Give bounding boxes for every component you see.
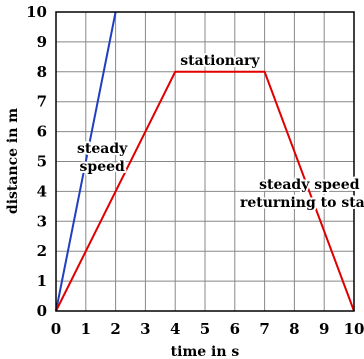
annotation-text: stationary — [180, 53, 260, 69]
annotation-text: steady speed — [259, 177, 360, 193]
y-tick-label: 4 — [37, 182, 47, 200]
y-tick-label: 0 — [37, 302, 47, 320]
series-line-2 — [55, 70, 355, 312]
y-tick-label: 8 — [37, 63, 47, 81]
y-axis-label: distance in m — [5, 108, 21, 214]
y-tick-label: 2 — [37, 242, 47, 260]
y-tick-label: 7 — [37, 93, 47, 111]
annotation-halo: returning to start — [240, 195, 364, 211]
plot-frame — [55, 11, 355, 312]
annotation-text: steady — [77, 141, 128, 157]
x-tick-label: 2 — [110, 320, 120, 338]
x-axis-label: time in s — [171, 344, 240, 359]
y-tick-label: 3 — [37, 212, 47, 230]
x-tick-label: 9 — [319, 320, 329, 338]
tick-labels: 0 1 2 3 4 5 6 7 8 9 10 0 1 2 3 4 5 6 7 8 9 10 — [26, 3, 364, 338]
annotation-halo: steady speed — [259, 177, 360, 193]
annotation-halo: speed — [80, 159, 125, 175]
annotation-text: speed — [80, 159, 125, 175]
series-lines — [55, 11, 355, 312]
x-tick-label: 0 — [51, 320, 61, 338]
y-tick-label: 10 — [26, 3, 47, 21]
annotation-halo: steady — [77, 141, 128, 157]
x-tick-label: 4 — [170, 320, 180, 338]
series-line-1 — [55, 11, 117, 312]
y-tick-label: 1 — [37, 272, 47, 290]
x-tick-label: 1 — [81, 320, 91, 338]
annotations: steadysteadyspeedspeedstationarystationa… — [75, 51, 364, 213]
y-tick-label: 5 — [37, 153, 47, 171]
x-tick-label: 3 — [140, 320, 150, 338]
x-tick-label: 8 — [289, 320, 299, 338]
x-tick-label: 6 — [230, 320, 240, 338]
y-tick-label: 9 — [37, 33, 47, 51]
x-tick-label: 7 — [259, 320, 269, 338]
annotation-halo: stationary — [180, 53, 260, 69]
x-tick-label: 5 — [200, 320, 210, 338]
y-tick-label: 6 — [37, 123, 47, 141]
x-tick-label: 10 — [344, 320, 364, 338]
annotation-text: returning to start — [240, 195, 364, 211]
